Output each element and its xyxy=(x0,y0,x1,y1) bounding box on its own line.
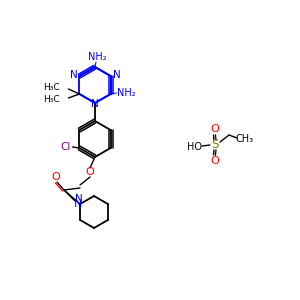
Text: O: O xyxy=(52,172,60,182)
Text: N: N xyxy=(113,70,121,80)
Text: H₃C: H₃C xyxy=(43,94,59,103)
Text: NH₂: NH₂ xyxy=(88,52,106,62)
Text: N: N xyxy=(70,70,77,80)
Text: S: S xyxy=(211,139,219,152)
Text: H₃C: H₃C xyxy=(43,83,59,92)
Text: NH₂: NH₂ xyxy=(117,88,136,98)
Text: N: N xyxy=(75,194,83,204)
Text: HO: HO xyxy=(188,142,202,152)
Text: Cl: Cl xyxy=(60,142,70,152)
Text: O: O xyxy=(85,167,94,177)
Text: N: N xyxy=(74,199,82,209)
Text: O: O xyxy=(211,124,219,134)
Text: O: O xyxy=(211,156,219,166)
Text: CH₃: CH₃ xyxy=(236,134,254,144)
Text: N: N xyxy=(91,99,99,109)
